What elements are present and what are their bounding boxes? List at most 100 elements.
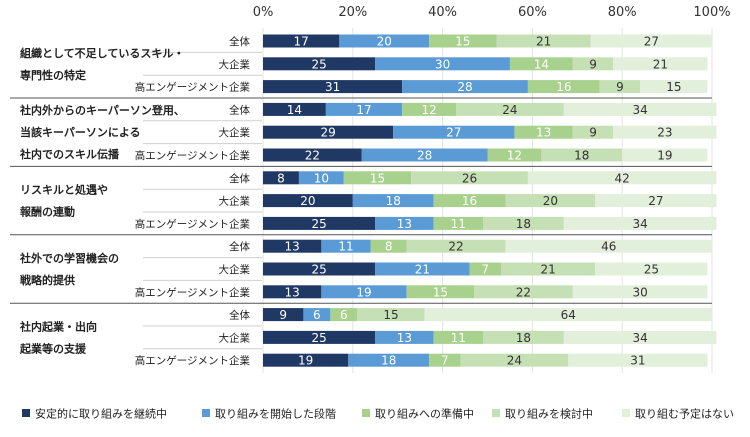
- row-label: 高エンゲージメント企業: [135, 217, 251, 230]
- data-label: 18: [381, 354, 396, 368]
- data-label: 29: [320, 126, 335, 140]
- data-label: 10: [314, 171, 329, 185]
- data-label: 12: [507, 149, 522, 163]
- group-label: 起業等の支援: [19, 341, 87, 355]
- data-label: 11: [451, 331, 466, 345]
- data-label: 42: [615, 171, 630, 185]
- row-label: 高エンゲージメント企業: [135, 81, 251, 94]
- bar-segment: [375, 216, 434, 230]
- bar-segment: [527, 171, 717, 185]
- data-label: 6: [340, 308, 348, 322]
- data-label: 7: [481, 263, 489, 277]
- data-label: 8: [277, 171, 285, 185]
- bar-segment: [460, 353, 569, 367]
- data-label: 20: [543, 194, 558, 208]
- bar-segment: [263, 194, 353, 208]
- legend: 安定的に取り組みを継続中 取り組みを開始した段階 取り組みへの準備中 取り組みを検討中…: [22, 407, 734, 421]
- data-label: 64: [561, 308, 576, 322]
- bar-segment: [263, 285, 322, 299]
- data-label: 27: [446, 126, 461, 140]
- bar-segment: [500, 262, 596, 276]
- data-label: 27: [644, 35, 659, 49]
- bar-segment: [263, 353, 349, 367]
- bar-segment: [321, 239, 371, 253]
- row-label: 大企業: [219, 195, 251, 208]
- data-label: 24: [507, 354, 522, 368]
- data-label: 13: [536, 126, 551, 140]
- data-label: 25: [311, 263, 326, 277]
- data-label: 9: [589, 57, 597, 71]
- bar-segment: [263, 80, 403, 94]
- data-label: 34: [633, 331, 648, 345]
- bar-segment: [375, 262, 470, 276]
- data-label: 22: [305, 149, 320, 163]
- data-label: 8: [385, 240, 393, 254]
- bar-segment: [563, 330, 717, 344]
- x-tick-label: 40%: [428, 5, 457, 20]
- row-label: 大企業: [219, 263, 251, 276]
- row-label: 全体: [229, 35, 250, 48]
- bar-segment: [622, 148, 708, 162]
- bar-segment: [263, 308, 304, 322]
- bar-segment: [483, 330, 564, 344]
- bar-segment: [357, 308, 425, 322]
- x-tick-label: 60%: [518, 5, 547, 20]
- bar-segment: [361, 148, 488, 162]
- bar-segment: [563, 102, 717, 116]
- bar-segment: [370, 239, 407, 253]
- data-label: 13: [285, 240, 300, 254]
- bar-segment: [572, 125, 614, 139]
- bar-segment: [402, 80, 528, 94]
- bar-segment: [325, 102, 403, 116]
- data-label: 21: [540, 263, 555, 277]
- row-label: 高エンゲージメント企業: [135, 354, 251, 367]
- bar-segment: [402, 102, 457, 116]
- bar-segment: [343, 171, 412, 185]
- legend-swatch: [622, 409, 630, 417]
- bar-segment: [572, 57, 614, 71]
- bar-segment: [424, 308, 712, 322]
- data-label: 34: [633, 217, 648, 231]
- legend-swatch: [492, 409, 500, 417]
- data-label: 20: [377, 35, 392, 49]
- bar-segment: [411, 171, 528, 185]
- bar-segment: [330, 308, 358, 322]
- legend-label: 安定的に取り組みを継続中: [35, 407, 167, 421]
- bar-segment: [263, 216, 376, 230]
- bar-segment: [527, 80, 600, 94]
- data-label: 28: [457, 80, 472, 94]
- data-label: 25: [311, 217, 326, 231]
- x-tick-label: 0%: [253, 5, 274, 20]
- data-label: 15: [433, 285, 448, 299]
- bar-segment: [595, 262, 708, 276]
- group-label: 報酬の連動: [20, 205, 75, 219]
- bar-segment: [563, 216, 717, 230]
- legend-label: 取り組みを検討中: [505, 407, 593, 421]
- bar-segment: [572, 285, 708, 299]
- bar-segment: [263, 171, 299, 185]
- data-label: 19: [657, 149, 672, 163]
- bar-segment: [505, 239, 712, 253]
- data-label: 25: [311, 57, 326, 71]
- bar-segment: [505, 194, 596, 208]
- bar-segment: [263, 125, 394, 139]
- bar-segment: [469, 262, 501, 276]
- bar-segment: [348, 353, 430, 367]
- bar-segment: [263, 57, 376, 71]
- bar-segment: [263, 239, 322, 253]
- data-label: 16: [556, 80, 571, 94]
- legend-label: 取り組みを開始した段階: [215, 407, 336, 421]
- bar-segment: [509, 57, 573, 71]
- row-label: 高エンゲージメント企業: [135, 149, 251, 162]
- data-label: 34: [633, 103, 648, 117]
- data-label: 22: [516, 285, 531, 299]
- data-label: 20: [300, 194, 315, 208]
- data-label: 15: [370, 171, 385, 185]
- data-label: 9: [616, 80, 624, 94]
- bar-segment: [496, 34, 591, 48]
- bar-segment: [541, 148, 623, 162]
- data-label: 9: [279, 308, 287, 322]
- data-label: 19: [298, 354, 313, 368]
- bar-segment: [298, 171, 344, 185]
